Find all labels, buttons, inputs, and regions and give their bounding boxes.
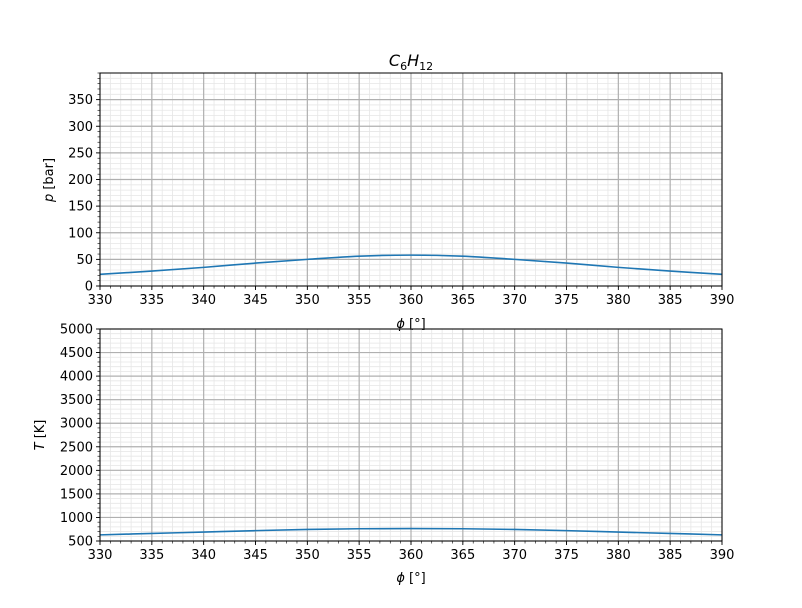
pressure-x-axis-label: ϕ [°] bbox=[396, 317, 425, 332]
pressure-x-tick-label: 360 bbox=[399, 293, 424, 308]
pressure-y-tick-label: 250 bbox=[68, 146, 93, 161]
temperature-grid bbox=[99, 328, 723, 542]
pressure-x-tick-label: 350 bbox=[295, 293, 320, 308]
temperature-line-layer bbox=[99, 527, 723, 536]
temperature-x-axis-label: ϕ [°] bbox=[396, 571, 425, 586]
pressure-x-tick-label: 330 bbox=[88, 293, 113, 308]
temperature-x-tick-label: 370 bbox=[502, 548, 527, 563]
pressure-x-tick-label: 340 bbox=[191, 293, 216, 308]
pressure-x-tick-label: 375 bbox=[554, 293, 579, 308]
temperature-x-tick-label: 335 bbox=[139, 548, 164, 563]
temperature-x-tick-label: 360 bbox=[399, 548, 424, 563]
pressure-y-tick-label: 100 bbox=[68, 226, 93, 241]
temperature-series-line bbox=[99, 527, 723, 536]
pressure-x-tick-label: 370 bbox=[502, 293, 527, 308]
temperature-x-tick-label: 390 bbox=[710, 548, 735, 563]
temperature-x-tick-label: 330 bbox=[88, 548, 113, 563]
pressure-x-tick-label: 380 bbox=[606, 293, 631, 308]
temperature-y-axis-label: T [K] bbox=[33, 420, 48, 451]
temperature-x-tick-label: 355 bbox=[347, 548, 372, 563]
temperature-y-tick-label: 500 bbox=[68, 535, 93, 550]
pressure-ticks: 330 335 340 345 350 355 360 365 370 375 380 385 390 0… bbox=[68, 72, 735, 308]
temperature-y-tick-label: 4000 bbox=[60, 370, 93, 385]
temperature-y-tick-label: 2500 bbox=[60, 440, 93, 455]
temperature-x-tick-label: 345 bbox=[243, 548, 268, 563]
pressure-x-tick-label: 385 bbox=[658, 293, 683, 308]
pressure-x-tick-label: 335 bbox=[139, 293, 164, 308]
pressure-y-axis-label: p [bar] bbox=[42, 158, 57, 203]
chart-title: C6H12 bbox=[389, 51, 433, 73]
temperature-y-tick-label: 3500 bbox=[60, 393, 93, 408]
temperature-x-tick-label: 385 bbox=[658, 548, 683, 563]
temperature-y-tick-label: 1500 bbox=[60, 487, 93, 502]
temperature-x-tick-label: 380 bbox=[606, 548, 631, 563]
pressure-y-tick-label: 200 bbox=[68, 173, 93, 188]
pressure-y-tick-label: 350 bbox=[68, 93, 93, 108]
temperature-x-tick-label: 375 bbox=[554, 548, 579, 563]
temperature-y-tick-label: 4500 bbox=[60, 346, 93, 361]
temperature-y-tick-label: 1000 bbox=[60, 511, 93, 526]
pressure-y-tick-label: 300 bbox=[68, 120, 93, 135]
temperature-y-tick-label: 5000 bbox=[60, 323, 93, 338]
pressure-x-tick-label: 355 bbox=[347, 293, 372, 308]
temperature-x-tick-label: 365 bbox=[450, 548, 475, 563]
pressure-chart: C6H12 330 335 340 345 350 355 360 365 370 375 380 3… bbox=[42, 51, 734, 332]
temperature-chart: 330 335 340 345 350 355 360 365 370 375 380 385 390 5… bbox=[33, 323, 734, 587]
pressure-x-tick-label: 345 bbox=[243, 293, 268, 308]
temperature-y-tick-label: 3000 bbox=[60, 417, 93, 432]
temperature-y-tick-label: 2000 bbox=[60, 464, 93, 479]
pressure-line-layer bbox=[99, 254, 723, 276]
temperature-x-tick-label: 350 bbox=[295, 548, 320, 563]
pressure-y-tick-label: 0 bbox=[85, 280, 93, 295]
temperature-ticks: 330 335 340 345 350 355 360 365 370 375 380 385 390 5… bbox=[60, 323, 735, 564]
pressure-y-tick-label: 150 bbox=[68, 200, 93, 215]
pressure-x-tick-label: 390 bbox=[710, 293, 735, 308]
pressure-series-line bbox=[99, 254, 723, 276]
pressure-grid bbox=[99, 72, 723, 287]
pressure-x-tick-label: 365 bbox=[450, 293, 475, 308]
pressure-y-tick-label: 50 bbox=[76, 253, 93, 268]
temperature-x-tick-label: 340 bbox=[191, 548, 216, 563]
